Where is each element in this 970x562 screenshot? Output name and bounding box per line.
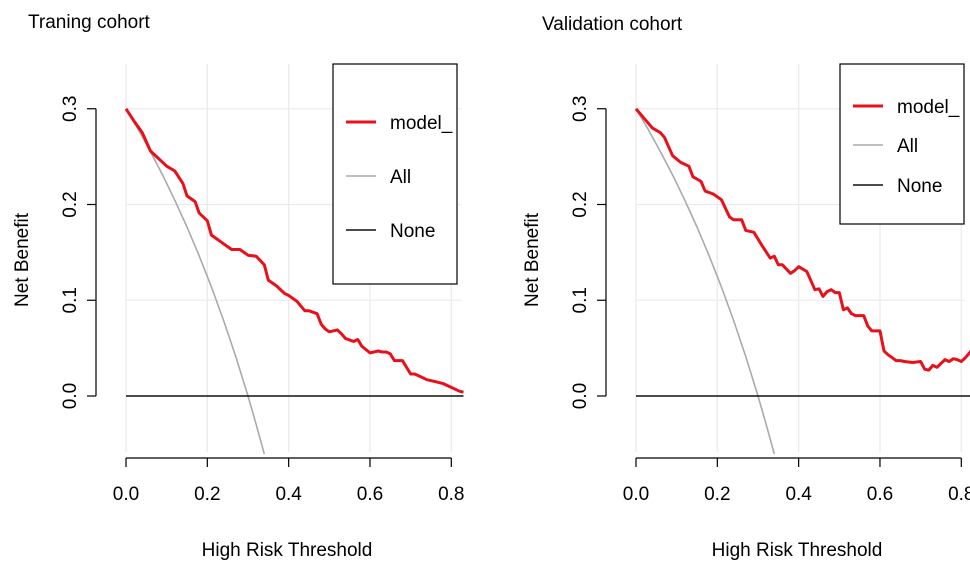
chart-title: Traning cohort [28,12,150,33]
legend-label: model_ [390,113,453,134]
chart-title: Validation cohort [542,14,683,35]
series-line-model [124,107,464,394]
y-tick-label: 0.0 [60,383,81,409]
x-tick-label: 0.4 [275,484,302,505]
training-cohort-chart: 0.0 0.2 0.4 0.6 0.8 High Risk Threshold 0.0 0.1… [12,63,465,561]
series-line-model [634,107,970,372]
legend-box [332,63,458,285]
x-tick-label: 0.8 [438,484,464,505]
legend-label: model_ [897,97,960,118]
y-tick-label: 0.1 [60,287,81,313]
y-tick-label: 0.3 [570,96,591,122]
y-axis-label: Net Benefit [522,212,543,307]
y-tick-label: 0.2 [60,191,81,217]
training-cohort-panel: Traning cohort 0.0 0.2 0.4 0.6 0.8 High Risk … [12,12,465,561]
x-axis: 0.0 0.2 0.4 0.6 0.8 High Risk Threshold [623,457,970,561]
validation-cohort-chart: 0.0 0.2 0.4 0.6 0.8 High Risk Threshold 0.0 0.1… [522,63,970,561]
series-line-all [125,108,266,455]
x-tick-label: 0.2 [194,484,220,505]
y-axis: 0.0 0.1 0.2 0.3 Net Benefit [12,96,97,409]
legend-label: None [390,221,435,242]
legend: model_ All None [839,63,965,225]
x-tick-label: 0.0 [623,484,649,505]
x-tick-label: 0.8 [948,484,970,505]
x-tick-label: 0.2 [704,484,730,505]
y-axis-label: Net Benefit [12,212,33,307]
x-axis-label: High Risk Threshold [202,540,373,561]
y-tick-label: 0.1 [570,287,591,313]
x-tick-label: 0.6 [867,484,893,505]
legend-label: None [897,176,942,197]
legend-box [839,63,965,225]
x-tick-label: 0.6 [357,484,383,505]
y-tick-label: 0.3 [60,96,81,122]
legend-label: All [390,167,411,188]
validation-cohort-panel: Validation cohort 0.0 0.2 0.4 0.6 0.8 High Ri… [485,0,970,562]
legend-label: All [897,136,918,157]
x-tick-label: 0.4 [785,484,812,505]
legend: model_ All None [332,63,458,285]
x-tick-label: 0.0 [113,484,139,505]
x-axis-label: High Risk Threshold [712,540,883,561]
y-tick-label: 0.2 [570,191,591,217]
x-axis: 0.0 0.2 0.4 0.6 0.8 High Risk Threshold [113,457,465,561]
series-line-all [635,108,776,455]
y-tick-label: 0.0 [570,383,591,409]
y-axis: 0.0 0.1 0.2 0.3 Net Benefit [522,96,607,409]
